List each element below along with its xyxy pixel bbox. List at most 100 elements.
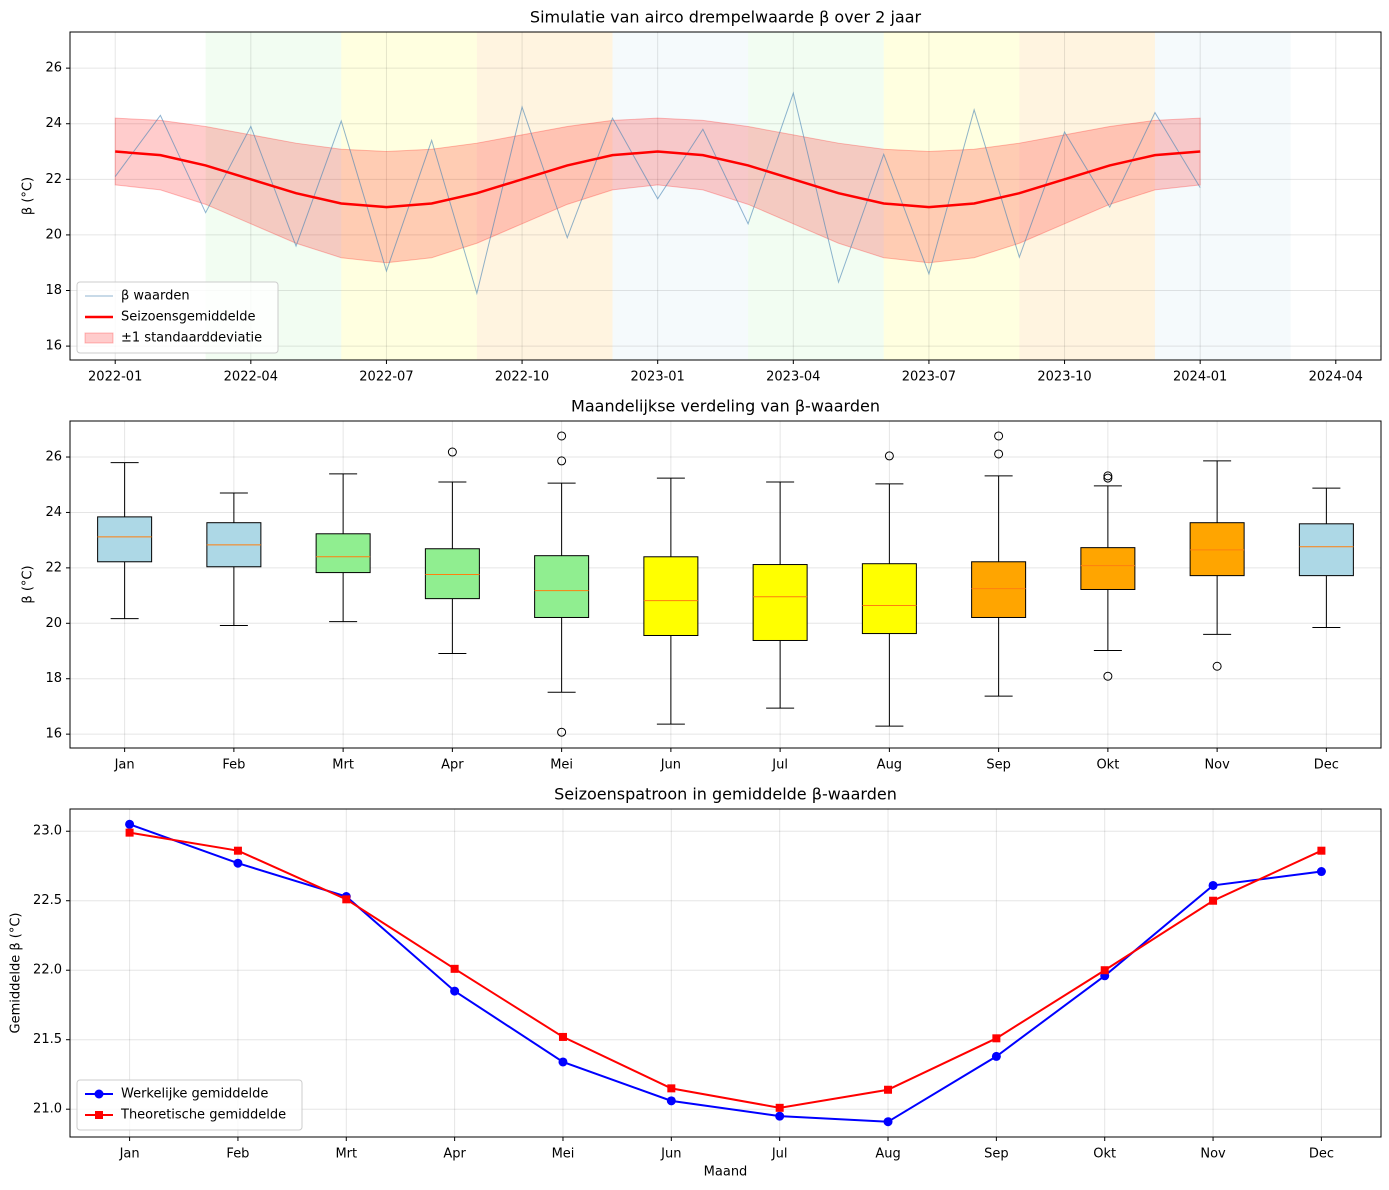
marker (775, 1111, 785, 1121)
marker (1100, 966, 1109, 975)
x-tick-label: 2023-07 (902, 370, 956, 385)
marker (1316, 867, 1326, 877)
legend: β waarden Seizoensgemiddelde ±1 standaardd… (76, 281, 279, 354)
plot-frame (69, 31, 1382, 361)
flier (884, 451, 894, 461)
marker (125, 828, 134, 837)
std-band (114, 117, 1201, 264)
marker (991, 1051, 1001, 1061)
x-tick-label: Feb (226, 1147, 249, 1162)
y-tick-label: 22.5 (33, 893, 62, 908)
x-tick-label: 2022-01 (88, 370, 142, 385)
plot-frame (69, 808, 1382, 1138)
marker (233, 846, 242, 855)
box (1298, 523, 1354, 577)
x-tick-label: Mei (552, 1147, 575, 1162)
marker (125, 819, 135, 829)
x-tick-label: 2024-01 (1173, 370, 1227, 385)
legend-label: β waarden (121, 289, 190, 304)
flier (557, 456, 567, 466)
flier (447, 447, 457, 457)
y-tick-label: 18 (45, 283, 62, 298)
legend-label: Theoretische gemiddelde (120, 1108, 286, 1123)
series-line (129, 831, 1322, 1109)
legend-label: ±1 standaarddeviatie (121, 331, 262, 346)
panel: 16 18 20 22 24 26 2022-01 2022-04 2022-07 2022-10… (21, 8, 1382, 385)
legend-frame (76, 281, 279, 354)
y-tick-label: 21.0 (33, 1102, 62, 1117)
legend-marker (94, 1089, 104, 1099)
panel: 21.0 21.5 22.0 22.5 23.0 Jan Feb Mrt Apr Mei Jun Ju… (9, 785, 1382, 1180)
flier (994, 449, 1004, 459)
marker (558, 1057, 568, 1067)
chart-title: Seizoenspatroon in gemiddelde β-waarden (554, 785, 897, 804)
y-axis-label: β (°C) (21, 177, 36, 215)
x-tick-label: 2022-04 (224, 370, 278, 385)
y-tick-label: 22 (45, 560, 62, 575)
y-tick-label: 26 (45, 61, 62, 76)
marker (775, 1103, 784, 1112)
y-tick-label: 24 (45, 116, 62, 131)
x-tick-label: Jun (660, 1147, 681, 1162)
marker (884, 1085, 893, 1094)
box (97, 516, 153, 563)
chart-title: Simulatie van airco drempelwaarde β over… (530, 8, 922, 27)
x-tick-label: Okt (1093, 1147, 1116, 1162)
marker (1208, 880, 1218, 890)
x-tick-label: Mrt (332, 758, 354, 773)
box (534, 555, 590, 618)
panel: 16 18 20 22 24 26 Jan Feb Mrt Apr Mei Jun Jul Aug Sep O… (21, 397, 1382, 773)
legend-label: Werkelijke gemiddelde (121, 1087, 268, 1102)
y-tick-label: 20 (45, 227, 62, 242)
x-tick-label: 2023-04 (766, 370, 820, 385)
season-span (883, 32, 1020, 360)
x-tick-label: Aug (877, 758, 902, 773)
x-tick-label: Mei (550, 758, 573, 773)
y-tick-label: 23.0 (33, 824, 62, 839)
flier (1103, 471, 1113, 481)
flier (1212, 661, 1222, 671)
marker (450, 986, 460, 996)
y-tick-label: 16 (45, 727, 62, 742)
x-tick-label: Apr (443, 1147, 466, 1162)
x-tick-label: Aug (875, 1147, 900, 1162)
season-span (476, 32, 613, 360)
x-tick-label: Okt (1096, 758, 1119, 773)
y-tick-label: 20 (45, 616, 62, 631)
marker (1317, 846, 1326, 855)
x-tick-label: Mrt (335, 1147, 357, 1162)
x-tick-label: Jun (660, 758, 681, 773)
x-tick-label: Jan (119, 1147, 140, 1162)
flier (994, 431, 1004, 441)
x-tick-label: Jul (771, 1147, 788, 1162)
y-axis-label: Gemiddelde β (°C) (9, 913, 24, 1034)
x-tick-label: 2022-07 (359, 370, 413, 385)
legend-marker (95, 1111, 103, 1119)
flier (1103, 671, 1113, 681)
box (971, 561, 1027, 618)
season-span (612, 32, 749, 360)
y-tick-label: 22 (45, 172, 62, 187)
x-tick-label: Jan (114, 758, 135, 773)
chart-title: Maandelijkse verdeling van β-waarden (571, 397, 880, 416)
plot-frame (69, 420, 1382, 749)
marker (666, 1096, 676, 1106)
season-span (1154, 32, 1291, 360)
series-line (114, 91, 1201, 296)
x-tick-label: Nov (1200, 1147, 1226, 1162)
x-tick-label: 2023-01 (631, 370, 685, 385)
box (643, 556, 699, 636)
x-tick-label: Nov (1204, 758, 1230, 773)
flier (557, 727, 567, 737)
series-line (129, 823, 1322, 1123)
y-tick-label: 16 (45, 339, 62, 354)
flier (557, 431, 567, 441)
x-axis-label: Maand (704, 1165, 748, 1180)
x-tick-label: Dec (1309, 1147, 1334, 1162)
legend-frame (76, 1079, 303, 1131)
x-tick-label: Apr (441, 758, 464, 773)
x-tick-label: Jul (771, 758, 788, 773)
box (861, 563, 917, 635)
legend-label: Seizoensgemiddelde (121, 310, 256, 325)
